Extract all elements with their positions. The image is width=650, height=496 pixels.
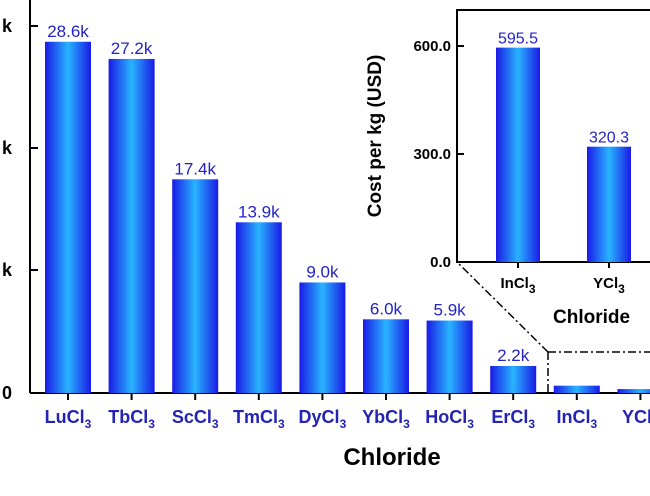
inset-y-tick-label: 300.0 [413, 146, 451, 163]
x-tick-label: YCl3 [622, 407, 650, 431]
y-tick-label: k [2, 138, 13, 158]
inset-frame [456, 9, 650, 263]
x-tick-label: ScCl3 [172, 407, 219, 431]
bar [108, 58, 155, 393]
bar [426, 320, 473, 393]
inset-x-tick-label: YCl3 [593, 275, 625, 296]
data-label: 9.0k [306, 262, 339, 281]
bar [553, 385, 600, 393]
bar [45, 41, 91, 393]
y-tick-label: 0 [2, 383, 12, 403]
x-tick-label: DyCl3 [299, 407, 347, 431]
x-tick-label: ErCl3 [491, 407, 535, 431]
x-tick-label: TbCl3 [108, 407, 155, 431]
bar [363, 319, 409, 393]
x-axis-title: Chloride [343, 444, 440, 471]
data-label: 13.9k [238, 202, 280, 221]
inset-bar [587, 146, 631, 262]
zoom-box [547, 351, 650, 392]
x-tick-label: YbCl3 [362, 407, 410, 431]
zoom-connector [456, 261, 549, 353]
data-label: 28.6k [47, 22, 89, 41]
data-label: 2.2k [497, 346, 530, 365]
inset-x-tick-label: InCl3 [500, 275, 535, 296]
x-tick-label: TmCl3 [233, 407, 285, 431]
bar [235, 222, 282, 393]
data-label: 27.2k [111, 39, 153, 58]
x-tick-label: HoCl3 [425, 407, 474, 431]
x-tick-label: LuCl3 [45, 407, 92, 431]
inset-bar [496, 47, 540, 263]
inset-y-tick-label: 600.0 [413, 38, 451, 55]
inset-data-label: 320.3 [589, 130, 629, 147]
inset-x-axis-title: Chloride [553, 307, 630, 328]
bar [172, 179, 219, 393]
inset-data-label: 595.5 [498, 31, 538, 48]
bar [490, 365, 537, 393]
data-label: 6.0k [370, 299, 403, 318]
y-tick-label: k [2, 16, 13, 36]
data-label: 17.4k [174, 159, 216, 178]
x-tick-label: InCl3 [556, 407, 597, 431]
inset-y-axis-title: Cost per kg (USD) [365, 55, 386, 218]
bar [299, 282, 346, 393]
inset-y-tick-label: 0.0 [430, 254, 451, 271]
data-label: 5.9k [434, 301, 467, 320]
y-tick-label: k [2, 260, 13, 280]
bar [617, 389, 650, 393]
